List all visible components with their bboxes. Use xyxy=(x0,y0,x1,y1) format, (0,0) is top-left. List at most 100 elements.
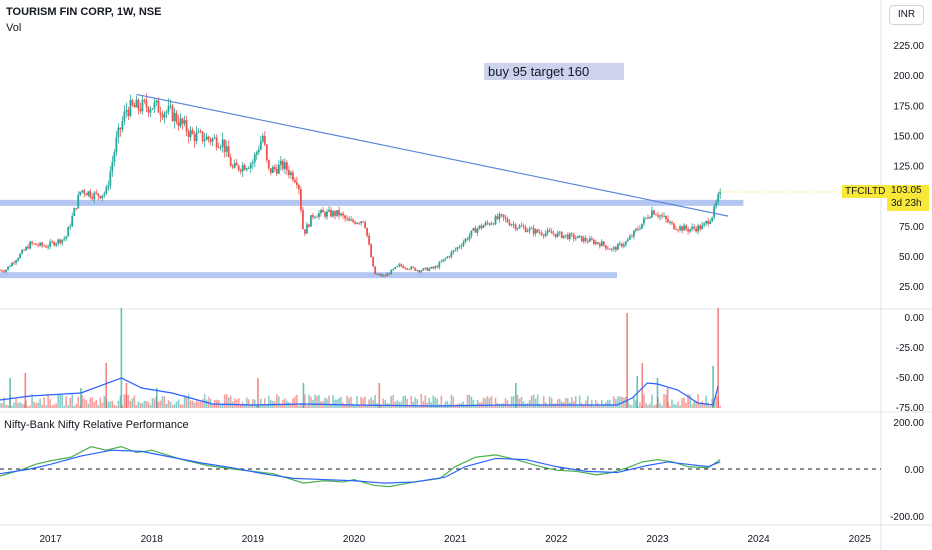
candle-body xyxy=(245,168,248,170)
volume-bar xyxy=(123,394,126,408)
volume-bar xyxy=(129,400,132,408)
candle-body xyxy=(562,235,565,238)
volume-bar xyxy=(11,405,13,408)
candle-body xyxy=(510,224,513,226)
candle-body xyxy=(281,160,284,169)
volume-bar xyxy=(647,404,649,408)
volume-bar xyxy=(93,401,96,408)
candle-body xyxy=(59,239,62,244)
candle-body xyxy=(372,257,375,267)
volume-bar xyxy=(135,405,138,408)
volume-bar xyxy=(332,395,334,408)
volume-bar xyxy=(266,404,268,408)
volume-bar xyxy=(51,405,53,408)
volume-bar xyxy=(705,395,707,408)
volume-bar xyxy=(53,404,55,408)
candle-body xyxy=(55,243,58,246)
volume-bar xyxy=(175,401,178,408)
candle-body xyxy=(544,233,547,236)
candle-body xyxy=(177,122,180,127)
candle-body xyxy=(643,218,645,224)
candle-body xyxy=(370,244,373,258)
volume-bar xyxy=(65,396,68,408)
volume-bar xyxy=(117,400,120,408)
volume-bar xyxy=(651,394,653,408)
candle-body xyxy=(550,231,553,234)
volume-bar xyxy=(87,403,90,408)
volume-bar xyxy=(631,405,633,408)
volume-bar xyxy=(67,405,70,408)
candle-body xyxy=(687,229,689,232)
candle-body xyxy=(629,236,631,240)
currency-button[interactable]: INR xyxy=(889,5,924,25)
candle-body xyxy=(273,166,276,169)
candle-body xyxy=(33,243,36,245)
volume-bar xyxy=(310,396,312,408)
volume-bar xyxy=(91,397,94,408)
annotation-text[interactable]: buy 95 target 160 xyxy=(484,63,624,80)
volume-bar xyxy=(19,402,21,408)
candle-body xyxy=(458,246,461,248)
candle-body xyxy=(253,154,256,163)
candle-body xyxy=(390,269,393,275)
volume-spike xyxy=(105,363,108,408)
volume-bar xyxy=(247,399,250,408)
volume-label: Vol xyxy=(6,22,22,34)
candle-body xyxy=(374,266,377,275)
volume-bar xyxy=(83,399,86,408)
volume-bar xyxy=(599,405,601,408)
candle-body xyxy=(588,238,591,242)
volume-bar xyxy=(169,401,172,408)
volume-bar xyxy=(494,397,497,408)
candle-body xyxy=(528,228,531,231)
volume-bar xyxy=(420,394,423,408)
volume-bar xyxy=(99,397,102,408)
volume-bar xyxy=(414,397,417,408)
candle-body xyxy=(193,133,196,142)
volume-bar xyxy=(225,394,228,408)
volume-bar xyxy=(408,404,411,408)
volume-bar xyxy=(689,394,691,408)
candle-body xyxy=(231,166,234,168)
candle-body xyxy=(466,238,469,240)
candle-body xyxy=(81,190,84,192)
candle-body xyxy=(382,275,385,277)
candle-body xyxy=(384,275,387,277)
volume-bar xyxy=(490,395,493,408)
volume-bar xyxy=(416,399,419,408)
volume-bar xyxy=(588,404,591,408)
volume-bar xyxy=(107,401,110,408)
candle-body xyxy=(649,217,651,219)
candle-body xyxy=(362,221,365,223)
volume-bar xyxy=(687,394,689,408)
candle-body xyxy=(103,193,106,196)
volume-bar xyxy=(603,404,605,408)
candle-body xyxy=(388,273,391,275)
volume-bar xyxy=(498,404,501,408)
volume-bar xyxy=(141,402,144,408)
candle-body xyxy=(310,215,312,227)
volume-bar xyxy=(693,401,695,408)
candle-body xyxy=(667,219,669,223)
candle-body xyxy=(518,225,521,229)
volume-bar xyxy=(261,403,264,408)
price-tick-label: 125.00 xyxy=(893,162,924,173)
candle-body xyxy=(259,141,262,150)
volume-bar xyxy=(195,399,198,408)
candle-body xyxy=(633,230,635,237)
candle-body xyxy=(554,234,557,237)
time-tick-label: 2017 xyxy=(39,534,62,545)
volume-bar xyxy=(534,398,537,408)
candle-body xyxy=(422,268,425,271)
candle-body xyxy=(524,227,527,232)
volume-bar xyxy=(364,396,366,408)
volume-bar xyxy=(486,396,489,408)
volume-bar xyxy=(424,395,427,408)
volume-spike xyxy=(155,388,158,408)
volume-bar xyxy=(384,400,386,408)
candle-body xyxy=(159,112,162,116)
candle-body xyxy=(275,168,278,174)
volume-bar xyxy=(211,404,214,408)
volume-bar xyxy=(382,398,384,408)
